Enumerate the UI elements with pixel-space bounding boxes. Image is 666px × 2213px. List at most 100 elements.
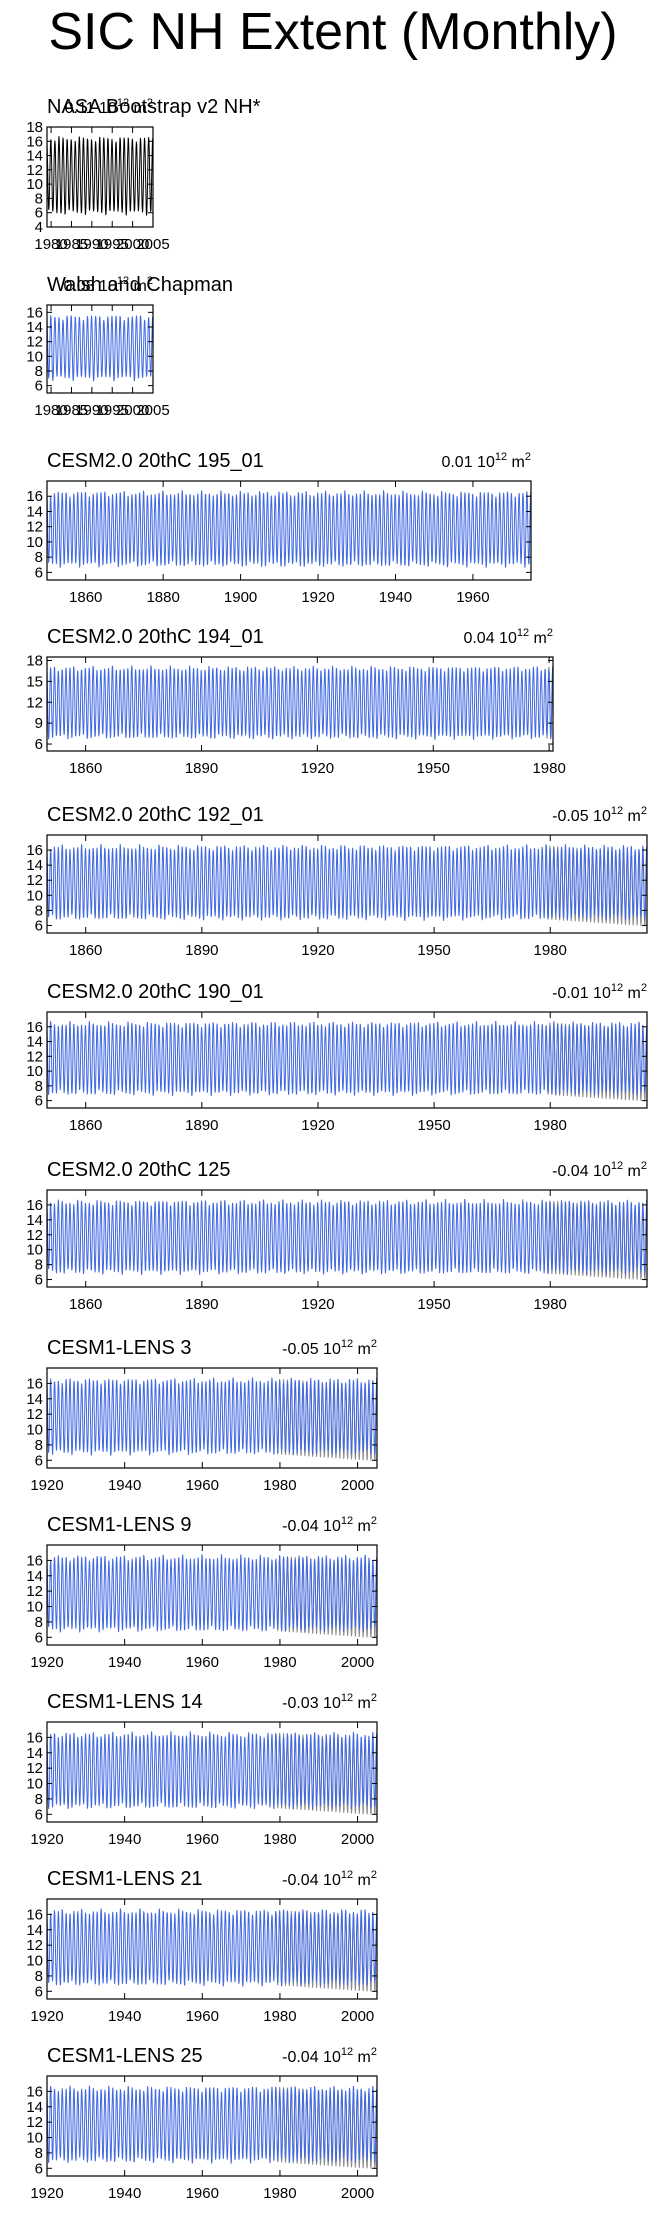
y-tick-label: 9 — [35, 715, 43, 732]
series-line — [46, 1020, 648, 1097]
statistic-part: m — [353, 2049, 371, 2066]
statistic-part: 2 — [547, 627, 553, 639]
x-tick-label: 1980 — [534, 942, 567, 959]
x-tick-label: 1860 — [69, 942, 102, 959]
chart-panel: 6810121416198019851990199520002005Walsh … — [26, 274, 233, 419]
series-line — [46, 490, 532, 568]
y-tick-label: 8 — [35, 363, 43, 380]
series-line — [46, 315, 154, 382]
y-tick-label: 8 — [35, 190, 43, 207]
x-tick-label: 2000 — [116, 236, 149, 253]
y-tick-label: 12 — [26, 334, 43, 351]
x-tick-label: 1995 — [96, 402, 129, 419]
statistic-part: 12 — [341, 1869, 353, 1881]
x-tick-label: 1980 — [263, 1654, 296, 1671]
statistic-part: 12 — [341, 1338, 353, 1350]
panel-title: CESM1-LENS 25 — [47, 2045, 203, 2067]
statistic-part: -0.05 — [282, 1341, 323, 1358]
y-tick-label: 12 — [26, 519, 43, 536]
series-line — [46, 1908, 378, 1987]
statistic-part: m — [353, 1518, 371, 1535]
statistic-part: m — [623, 808, 641, 825]
plot-frame — [46, 1544, 378, 1646]
statistic-part: 12 — [341, 1692, 353, 1704]
panel-statistic: -0.05 1012 m2 — [552, 805, 647, 825]
x-tick-label: 1960 — [186, 2185, 219, 2202]
statistic-part: 10 — [593, 808, 611, 825]
y-tick-label: 10 — [26, 1422, 43, 1439]
x-tick-label: 1860 — [69, 589, 102, 606]
y-tick-label: 16 — [26, 2083, 43, 2100]
series-line — [46, 844, 648, 921]
series-line — [46, 2085, 378, 2164]
y-tick-label: 10 — [26, 348, 43, 365]
statistic-part: 0.01 — [441, 454, 477, 471]
x-tick-label: 1860 — [69, 760, 102, 777]
x-tick-label: 1980 — [532, 760, 565, 777]
panel-statistic: -0.04 1012 m2 — [552, 1160, 647, 1180]
panel-statistic: -0.01 1012 m2 — [552, 982, 647, 1002]
plot-frame — [46, 304, 154, 394]
statistic-part: 2 — [641, 982, 647, 994]
statistic-part: 2 — [371, 1692, 377, 1704]
statistic-part: 2 — [641, 805, 647, 817]
x-tick-label: 1980 — [263, 2185, 296, 2202]
x-tick-label: 1990 — [75, 236, 108, 253]
plot-frame — [46, 126, 154, 228]
panel-statistic: 0.04 1012 m2 — [463, 627, 553, 647]
plot-frame — [46, 1011, 648, 1109]
y-tick-label: 16 — [26, 488, 43, 505]
statistic-part: -0.04 — [282, 2049, 323, 2066]
x-tick-label: 1980 — [263, 1831, 296, 1848]
statistic-part: m — [623, 985, 641, 1002]
plot-frame — [46, 2075, 378, 2177]
statistic-part: 10 — [593, 1163, 611, 1180]
statistic-part: 2 — [371, 1338, 377, 1350]
y-tick-label: 8 — [35, 902, 43, 919]
statistic-part: 10 — [323, 1518, 341, 1535]
statistic-part: 12 — [341, 2046, 353, 2058]
statistic-part: 0.11 — [65, 100, 99, 117]
x-tick-label: 1920 — [301, 760, 334, 777]
panel-title: CESM1-LENS 14 — [47, 1691, 203, 1713]
x-tick-label: 1940 — [379, 589, 412, 606]
y-tick-label: 6 — [35, 205, 43, 222]
x-tick-label: 1920 — [30, 1477, 63, 1494]
panel-title: CESM2.0 20thC 190_01 — [47, 981, 264, 1003]
y-tick-label: 10 — [26, 1953, 43, 1970]
series-line — [46, 1377, 378, 1456]
x-tick-label: 1860 — [69, 1296, 102, 1313]
statistic-part: m — [129, 100, 147, 117]
statistic-part: 10 — [323, 2049, 341, 2066]
x-tick-label: 1950 — [417, 1296, 450, 1313]
statistic-part: m — [529, 630, 547, 647]
y-tick-label: 10 — [26, 534, 43, 551]
statistic-part: 2 — [525, 451, 531, 463]
x-tick-label: 1950 — [417, 942, 450, 959]
statistic-part: 12 — [611, 1160, 623, 1172]
series-line — [46, 665, 554, 740]
statistic-part: 12 — [117, 275, 129, 287]
y-tick-label: 14 — [26, 1922, 43, 1939]
x-tick-label: 1960 — [186, 1654, 219, 1671]
statistic-part: 10 — [323, 1872, 341, 1889]
panel-statistic: -0.04 1012 m2 — [282, 1515, 377, 1535]
y-tick-label: 4 — [35, 219, 43, 236]
statistic-part: 2 — [641, 1160, 647, 1172]
page-title: SIC NH Extent (Monthly) — [48, 3, 618, 61]
series-line — [46, 136, 154, 216]
statistic-part: 10 — [499, 630, 517, 647]
statistic-part: -0.03 — [282, 1695, 323, 1712]
series-line — [46, 1554, 378, 1633]
y-tick-label: 12 — [26, 1760, 43, 1777]
statistic-part: 12 — [341, 1515, 353, 1527]
x-tick-label: 1980 — [34, 236, 67, 253]
x-tick-label: 1920 — [30, 2008, 63, 2025]
